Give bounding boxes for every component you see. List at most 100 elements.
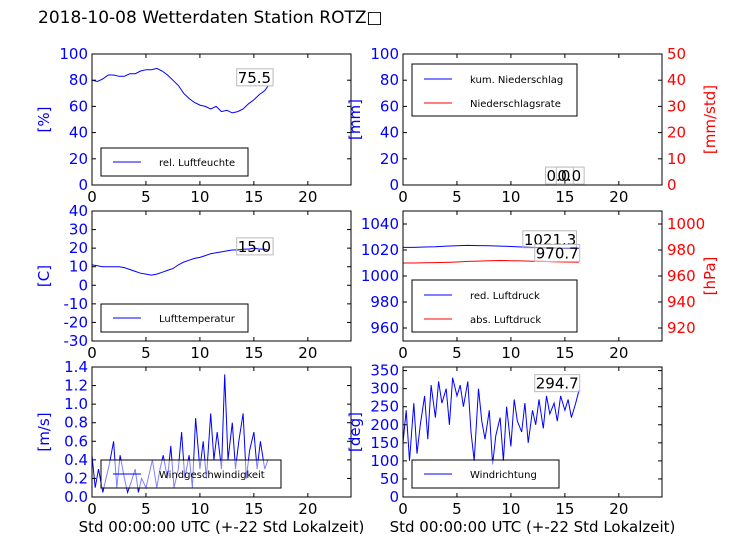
annotation-label: 970.7 — [536, 244, 579, 262]
x-tick-label: 10 — [190, 188, 209, 206]
annotation-label: 294.7 — [536, 375, 579, 393]
y-tick-label: 100 — [370, 452, 399, 470]
y2-tick-label: 40 — [667, 71, 686, 89]
x-tick-label: 15 — [555, 500, 574, 518]
chart-precipitation: 0 5 10 15 20 0 20 40 60 80 100 0 10 20 30 40 50 [mm] [mm/s… — [346, 45, 719, 206]
y-tick-label: 350 — [370, 362, 399, 380]
x-axis-label: Std 00:00:00 UTC (+-22 Std Lokalzeit) — [390, 518, 676, 536]
x-tick-label: 20 — [298, 188, 317, 206]
y-tick-label: 100 — [370, 45, 399, 63]
y2-tick-label: 940 — [667, 293, 696, 311]
y-tick-label: 1.2 — [64, 377, 88, 395]
y-tick-label: -30 — [64, 332, 89, 350]
y-tick-label: 150 — [370, 434, 399, 452]
y2-tick-label: 50 — [667, 45, 686, 63]
chart-pressure: 0 5 10 15 20 960 980 1000 1020 1040 920 940 960 980 10… — [361, 210, 719, 362]
y-tick-label: 100 — [59, 45, 88, 63]
legend-label: red. Luftdruck — [470, 291, 540, 302]
y-tick-label: 0 — [78, 276, 88, 294]
y-tick-label: 80 — [69, 71, 88, 89]
y-tick-label: 40 — [380, 124, 399, 142]
y-axis-label: [m/s] — [35, 412, 53, 451]
y-tick-label: 60 — [69, 97, 88, 115]
figure-title: 2018-10-08 Wetterdaten Station ROTZ□ — [38, 8, 383, 28]
y-tick-label: 0.6 — [64, 432, 88, 450]
y-tick-label: 50 — [380, 470, 399, 488]
legend-label: abs. Luftdruck — [470, 315, 541, 326]
y-tick-label: 0 — [78, 176, 88, 194]
plot-frame — [402, 366, 663, 498]
chart-windspeed: 0 5 10 15 20 0.00.20.40.60.81.01.21.4 [m/s] Std… — [35, 358, 364, 536]
x-tick-label: 5 — [452, 188, 462, 206]
y-tick-label: 980 — [370, 293, 399, 311]
y-tick-label: 60 — [380, 97, 399, 115]
x-tick-label: 15 — [244, 188, 263, 206]
y-tick-label: 0 — [389, 488, 399, 506]
series-line-windspeed-0 — [92, 374, 269, 495]
x-tick-label: 20 — [298, 344, 317, 362]
y-tick-label: -10 — [64, 295, 89, 313]
annotation-label: 75.5 — [238, 69, 271, 87]
legend-label: rel. Luftfeuchte — [159, 158, 235, 169]
y-tick-label: 960 — [370, 319, 399, 337]
x-tick-label: 0 — [87, 188, 97, 206]
y-tick-label: 1020 — [361, 241, 399, 259]
y-tick-label: 10 — [69, 258, 88, 276]
y-tick-label: 30 — [69, 221, 88, 239]
legend-label: kum. Niederschlag — [470, 75, 563, 86]
y2-tick-label: 1000 — [667, 215, 705, 233]
x-tick-label: 10 — [501, 500, 520, 518]
annotation-label: 0.0 — [557, 167, 581, 185]
y-tick-label: 300 — [370, 380, 399, 398]
y-tick-label: 200 — [370, 416, 399, 434]
x-tick-label: 0 — [87, 344, 97, 362]
x-tick-label: 5 — [141, 188, 151, 206]
y2-axis-label: [mm/std] — [701, 85, 719, 154]
y-tick-label: 1040 — [361, 215, 399, 233]
annotation-box — [555, 166, 585, 185]
x-tick-label: 10 — [501, 344, 520, 362]
x-tick-label: 15 — [244, 344, 263, 362]
x-tick-label: 20 — [298, 500, 317, 518]
y2-tick-label: 960 — [667, 267, 696, 285]
plot-frame — [91, 53, 352, 186]
x-tick-label: 15 — [555, 344, 574, 362]
y-tick-label: 250 — [370, 398, 399, 416]
y-axis-label: [%] — [35, 107, 53, 133]
y-tick-label: 0.2 — [64, 469, 88, 487]
y-tick-label: 0.4 — [64, 451, 88, 469]
x-tick-label: 0 — [398, 500, 408, 518]
y-tick-label: 80 — [380, 71, 399, 89]
x-tick-label: 0 — [398, 188, 408, 206]
x-tick-label: 5 — [452, 500, 462, 518]
y2-tick-label: 20 — [667, 124, 686, 142]
y-tick-label: 20 — [380, 150, 399, 168]
annotation-box — [534, 374, 581, 393]
annotation-box — [522, 230, 577, 249]
y-tick-label: 1.4 — [64, 358, 88, 376]
y-axis-label: [C] — [35, 265, 53, 287]
x-tick-label: 20 — [609, 188, 628, 206]
legend-box — [100, 147, 249, 177]
y-tick-label: 20 — [69, 239, 88, 257]
legend-box — [411, 63, 578, 117]
x-tick-label: 10 — [190, 500, 209, 518]
y2-axis-label: [hPa] — [701, 257, 719, 296]
x-tick-label: 15 — [555, 188, 574, 206]
plot-frame — [91, 366, 352, 498]
legend-label: Niederschlagsrate — [470, 99, 561, 110]
y-tick-label: 40 — [69, 202, 88, 220]
x-tick-label: 10 — [501, 188, 520, 206]
annotation-box — [236, 237, 274, 256]
plot-frame — [402, 53, 663, 186]
y2-tick-label: 0 — [667, 176, 677, 194]
y-tick-label: 0.8 — [64, 414, 88, 432]
legend-box — [411, 279, 578, 333]
y-tick-label: 0 — [389, 176, 399, 194]
annotation-box — [236, 68, 274, 87]
y2-tick-label: 920 — [667, 319, 696, 337]
y-axis-label: [mm] — [346, 99, 364, 140]
x-tick-label: 15 — [244, 500, 263, 518]
x-tick-label: 0 — [398, 344, 408, 362]
